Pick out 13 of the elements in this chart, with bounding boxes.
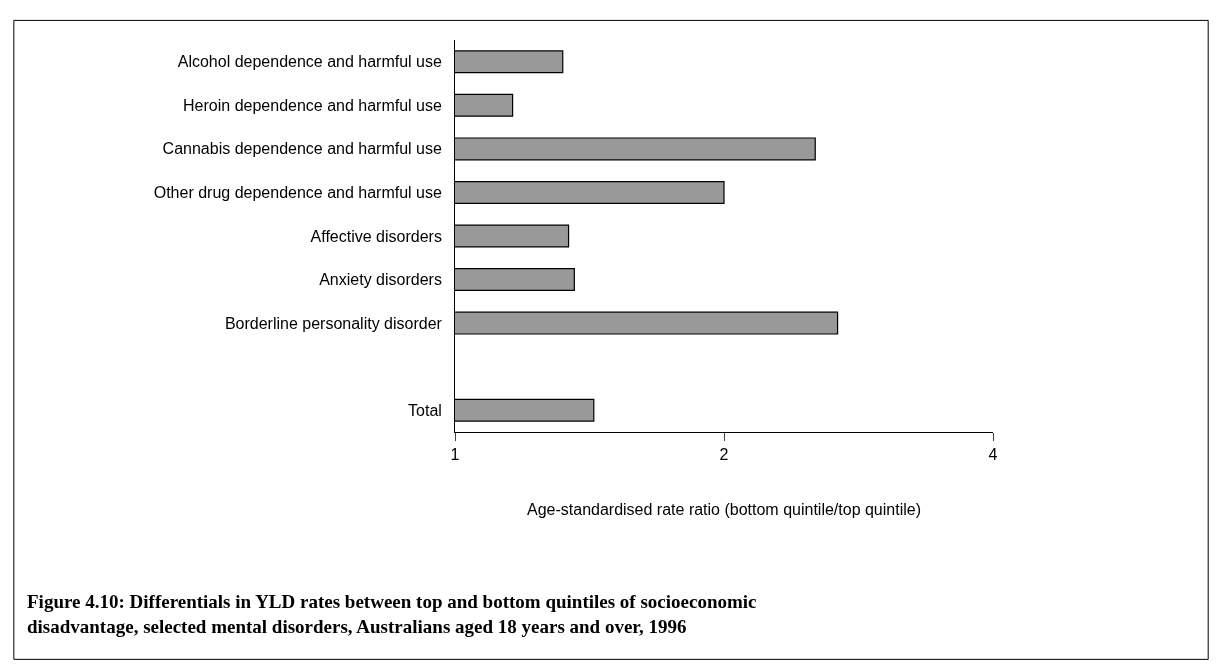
- y-tick-label: Heroin dependence and harmful use: [183, 96, 451, 114]
- x-tick-label: 4: [988, 446, 998, 464]
- y-tick-label: Affective disorders: [310, 227, 451, 245]
- text: Figure 4.10: Differentials in YLD rates between top and bottom quintiles of socioeconomic disadvantage, selected mental disorders, Australians aged 18 years and over, 1996: [27, 591, 757, 637]
- y-tick-label: Anxiety disorders: [319, 271, 451, 289]
- y-tick-label: Total: [408, 401, 451, 419]
- y-tick-label: Other drug dependence and harmful use: [153, 184, 451, 202]
- x-tick-label: 1: [450, 446, 460, 464]
- y-tick-label: Cannabis dependence and harmful use: [162, 140, 451, 158]
- x-axis-title: Age-standardised rate ratio (bottom quintile/top quintile): [527, 501, 921, 518]
- y-tick-label: Borderline personality disorder: [224, 314, 451, 332]
- x-tick-label: 2: [719, 446, 729, 464]
- y-tick-label: Alcohol dependence and harmful use: [177, 53, 451, 71]
